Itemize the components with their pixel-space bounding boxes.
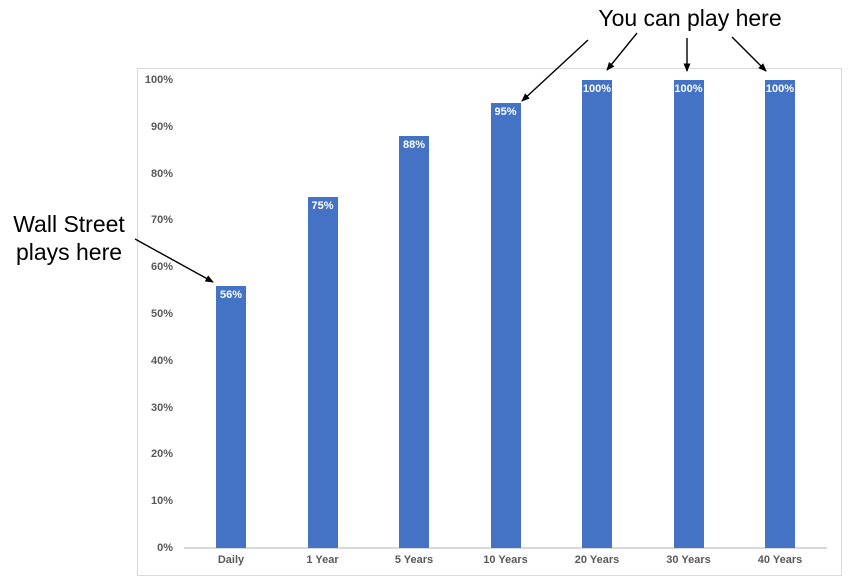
- bar: 88%: [399, 136, 429, 548]
- annotation-wall-street-line1: Wall Street: [13, 211, 125, 237]
- bar-value-label: 56%: [219, 288, 243, 301]
- bar: 75%: [307, 197, 338, 548]
- y-axis-tick-label: 50%: [150, 308, 173, 320]
- annotation-you-can-play-here: You can play here: [598, 5, 782, 31]
- x-axis-category-label: 20 Years: [574, 554, 620, 566]
- y-axis-tick-label: 40%: [150, 354, 173, 367]
- x-axis-category-label: 40 Years: [757, 554, 803, 566]
- y-axis-tick-label: 100%: [144, 74, 173, 86]
- bar-value-label: 95%: [494, 106, 517, 119]
- y-axis-tick-label: 0%: [157, 542, 173, 554]
- y-axis-tick-label: 80%: [150, 167, 173, 180]
- bar-value-label: 100%: [765, 83, 795, 95]
- bar-value-label: 75%: [311, 200, 334, 212]
- x-axis-line: [184, 547, 827, 549]
- bar: 100%: [765, 80, 795, 548]
- y-axis-tick-label: 30%: [150, 401, 173, 414]
- bar-value-label: 100%: [582, 83, 612, 95]
- x-axis-category-label: 1 Year: [306, 554, 339, 566]
- x-axis-category-label: 10 Years: [483, 554, 528, 566]
- y-axis-tick-label: 70%: [150, 214, 173, 227]
- annotation-wall-street: Wall Street plays here: [8, 210, 130, 266]
- bar: 100%: [582, 80, 612, 548]
- annotation-arrow-20-years: [606, 32, 638, 71]
- bar-value-label: 100%: [674, 83, 703, 95]
- x-axis-category-label: 5 Years: [394, 554, 434, 566]
- y-axis-tick-label: 20%: [150, 448, 173, 461]
- bar: 95%: [490, 103, 521, 548]
- y-axis-tick-label: 60%: [150, 261, 173, 274]
- annotation-wall-street-line2: plays here: [15, 239, 123, 265]
- bar-value-label: 88%: [402, 139, 426, 152]
- bar: 100%: [673, 80, 704, 548]
- x-axis-category-label: 30 Years: [666, 554, 711, 566]
- chart-frame: [137, 68, 842, 576]
- y-axis-tick-label: 90%: [150, 120, 173, 133]
- x-axis-category-label: Daily: [217, 554, 245, 566]
- annotation-arrow-40-years: [731, 36, 767, 72]
- y-axis-tick-label: 10%: [150, 495, 173, 508]
- bar: 56%: [216, 285, 246, 548]
